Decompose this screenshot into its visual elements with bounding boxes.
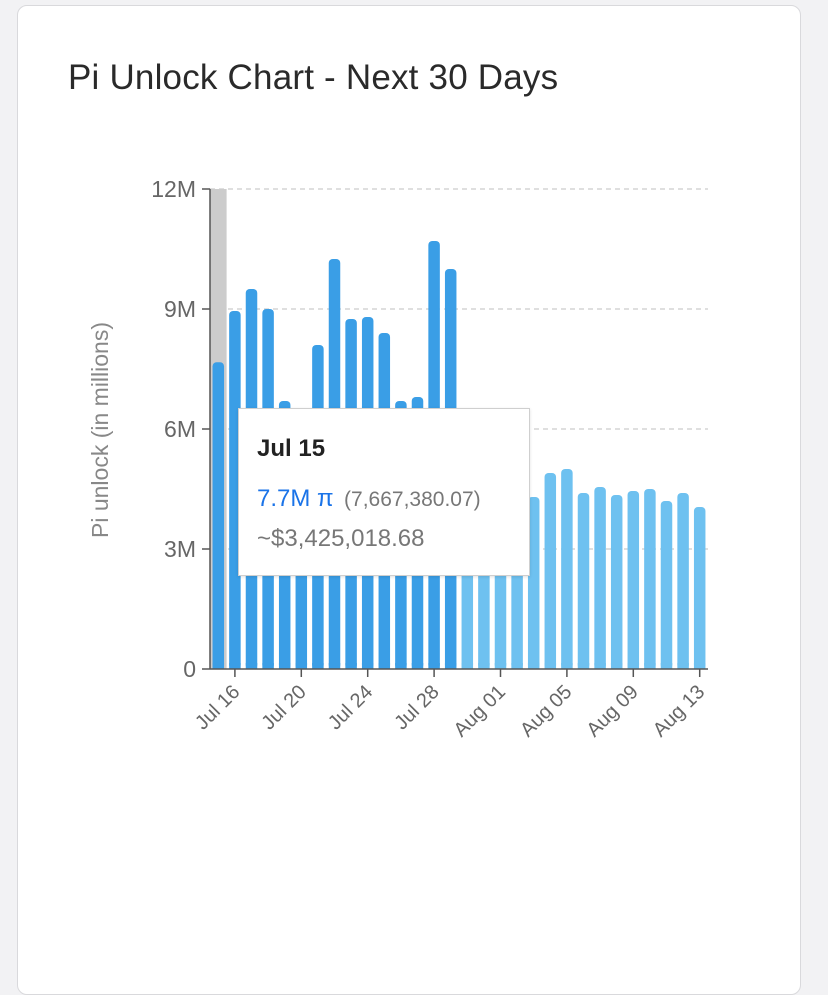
bar-base (411, 663, 424, 669)
tooltip-amount-line: 7.7M π (7,667,380.07) (257, 485, 481, 513)
bar-base (229, 663, 241, 669)
bar-base (328, 663, 341, 669)
bar-base (395, 663, 407, 669)
bar-aug-04[interactable] (544, 473, 557, 669)
x-tick-label: Aug 01 (450, 681, 510, 741)
bar-base (577, 663, 590, 669)
bar-jul-15[interactable] (212, 362, 225, 669)
bar-aug-09[interactable] (627, 491, 640, 669)
bar-aug-13[interactable] (693, 507, 706, 669)
tooltip-amount: 7.7M π (257, 485, 334, 512)
x-tick-label: Aug 13 (649, 681, 709, 741)
bar-base (478, 663, 490, 669)
bar-base (644, 663, 656, 669)
bar-aug-06[interactable] (577, 493, 590, 669)
tooltip-exact-amount: (7,667,380.07) (344, 488, 481, 511)
bar-base (660, 663, 673, 669)
y-axis-label: Pi unlock (in millions) (87, 322, 113, 538)
bar-base (444, 663, 457, 669)
y-tick-label: 3M (164, 536, 196, 562)
bar-aug-07[interactable] (594, 487, 606, 669)
x-tick-label: Jul 20 (258, 681, 311, 734)
tooltip-usd-value: ~$3,425,018.68 (257, 525, 425, 552)
bar-base (544, 663, 557, 669)
bar-aug-05[interactable] (561, 469, 573, 669)
bar-base (278, 663, 291, 669)
bar-aug-11[interactable] (660, 501, 673, 669)
bar-base (295, 663, 308, 669)
bar-aug-03[interactable] (527, 497, 540, 669)
bar-base (262, 663, 274, 669)
bar-base (610, 663, 623, 669)
bar-base (428, 663, 440, 669)
bar-base (527, 663, 540, 669)
bar-base (345, 663, 357, 669)
x-tick-label: Jul 16 (191, 681, 244, 734)
bar-aug-08[interactable] (610, 495, 623, 669)
bar-jul-16[interactable] (229, 311, 241, 669)
y-tick-label: 12M (151, 176, 196, 202)
y-tick-label: 6M (164, 416, 196, 442)
bar-base (361, 663, 374, 669)
y-tick-label: 0 (183, 656, 196, 682)
bar-base (511, 663, 523, 669)
bar-base (594, 663, 606, 669)
bar-base (494, 663, 507, 669)
tooltip: Jul 15 7.7M π (7,667,380.07) ~$3,425,018… (238, 408, 530, 576)
bar-base (212, 663, 225, 669)
x-tick-label: Jul 28 (390, 681, 443, 734)
x-tick-label: Aug 09 (582, 681, 642, 741)
bar-base (245, 663, 258, 669)
bar-base (677, 663, 689, 669)
x-tick-label: Jul 24 (324, 681, 377, 734)
tooltip-date: Jul 15 (257, 435, 326, 462)
bar-base (693, 663, 706, 669)
chart-title: Pi Unlock Chart - Next 30 Days (68, 58, 559, 97)
bar-base (378, 663, 391, 669)
x-tick-label: Aug 05 (516, 681, 576, 741)
bar-base (627, 663, 640, 669)
bar-aug-10[interactable] (644, 489, 656, 669)
y-tick-label: 9M (164, 296, 196, 322)
bar-base (312, 663, 324, 669)
bar-base (561, 663, 573, 669)
bar-base (461, 663, 474, 669)
bar-aug-12[interactable] (677, 493, 689, 669)
